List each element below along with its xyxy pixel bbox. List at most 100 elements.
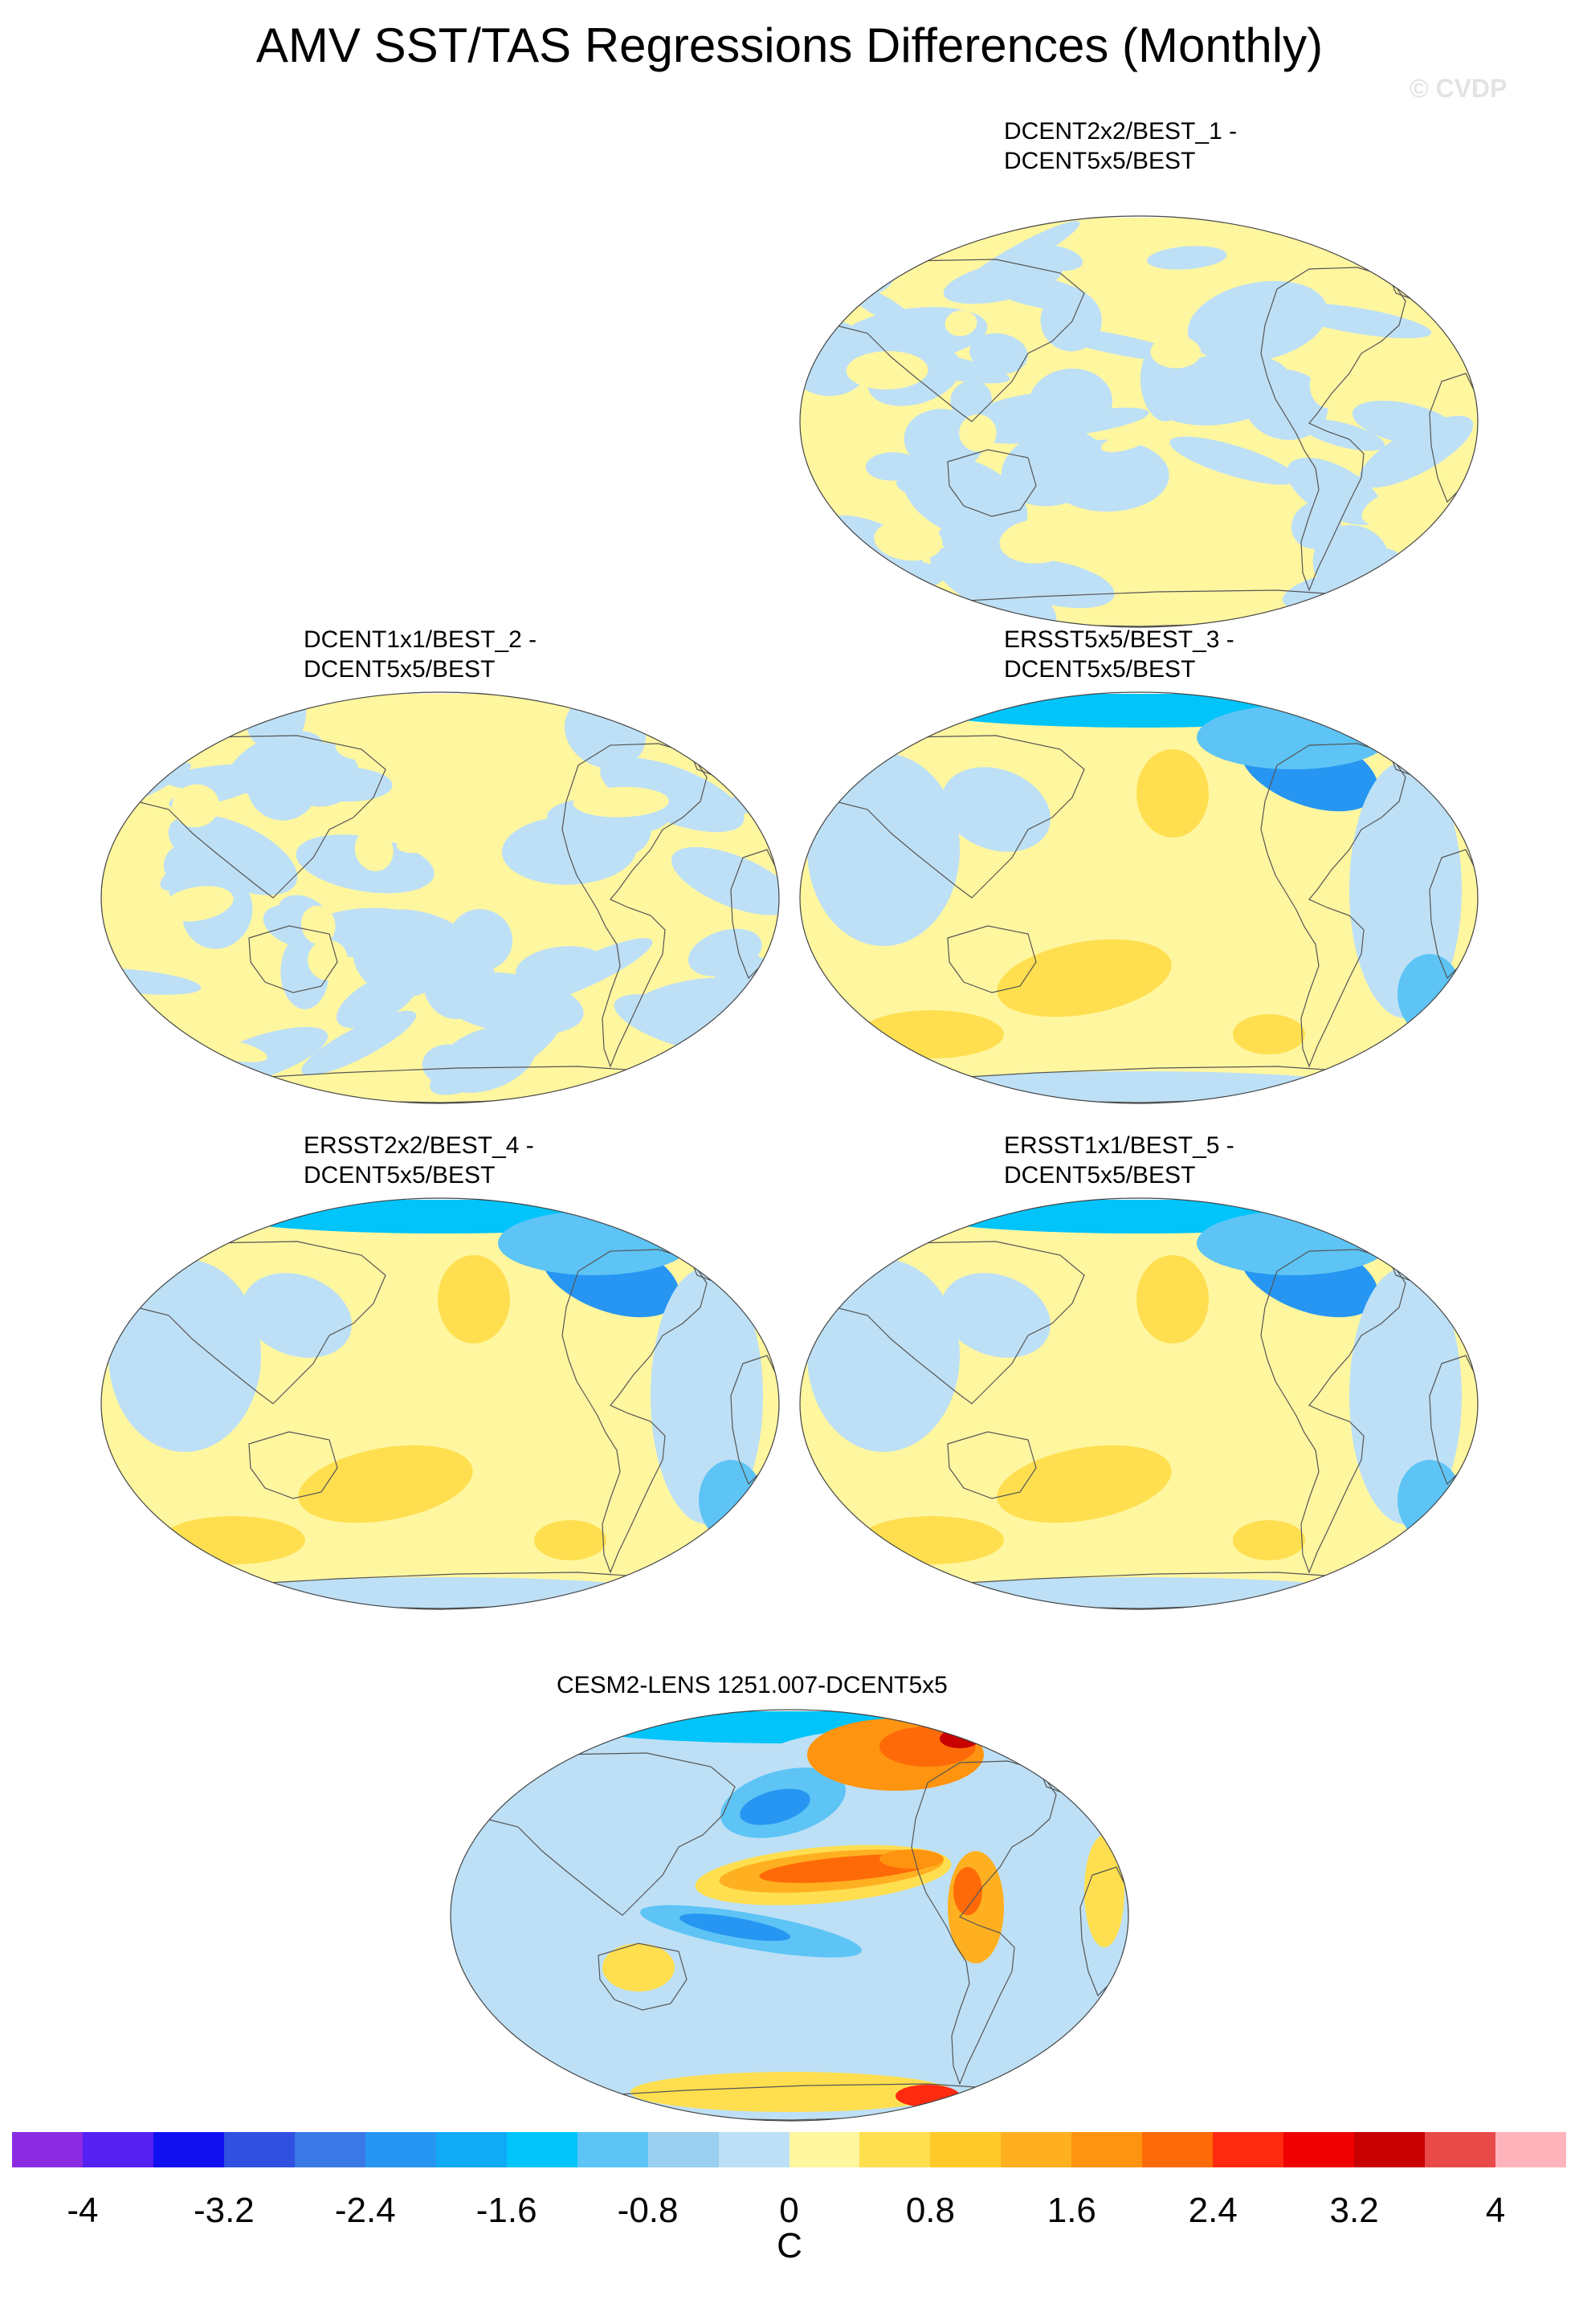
- missing-data-region: [451, 1710, 1128, 1711]
- map-border: [799, 215, 1479, 628]
- south-atlantic-negative-anomaly: [699, 1460, 763, 1540]
- africa-coastline: [1429, 849, 1478, 980]
- colorbar: [12, 2132, 1567, 2167]
- panel-title: DCENT1x1/BEST_2 - DCENT5x5/BEST: [304, 625, 537, 684]
- africa-coastline: [1429, 373, 1478, 504]
- colorbar-box: [1001, 2132, 1072, 2167]
- south-pacific-positive-anomaly: [1233, 1014, 1305, 1054]
- missing-data-region: [800, 692, 1478, 694]
- america-coastline: [1260, 267, 1406, 592]
- colorbar-box: [577, 2132, 649, 2167]
- panel-title-line1: ERSST1x1/BEST_5 -: [1004, 1132, 1234, 1159]
- colorbar-tick-label: 3.2: [1329, 2191, 1379, 2230]
- australia-positive-anomaly: [602, 1943, 675, 1992]
- colorbar-tick-label: -1.6: [475, 2191, 537, 2230]
- colorbar-tick-label: -0.8: [617, 2191, 679, 2230]
- colorbar-tick-label: 4: [1485, 2191, 1506, 2230]
- eurasia-coastline: [102, 1241, 386, 1405]
- atlantic-negative-anomaly: [1349, 1267, 1462, 1524]
- panel-title-line1: ERSST5x5/BEST_3 -: [1004, 626, 1234, 653]
- west-pacific-negative-anomaly: [243, 1273, 352, 1358]
- missing-data-region: [800, 1198, 1478, 1200]
- missing-data-region: [800, 216, 1478, 218]
- positive-anomaly-patch: [308, 940, 349, 981]
- panel-title-line1: ERSST2x2/BEST_4 -: [304, 1132, 534, 1159]
- atlantic-negative-anomaly: [651, 1267, 763, 1524]
- positive-anomaly-patch: [945, 310, 977, 336]
- map-fill: [101, 1198, 779, 1609]
- colorbar-tick-label: 0.8: [905, 2191, 955, 2230]
- positive-anomaly-patch: [300, 905, 336, 945]
- negative-anomaly-patch: [969, 332, 1028, 374]
- map-panel-5: ERSST1x1/BEST_5 - DCENT5x5/BEST: [795, 1131, 1483, 1613]
- america-coastline: [561, 743, 708, 1068]
- south-pacific-positive-anomaly: [1233, 1520, 1305, 1560]
- panel-title: ERSST2x2/BEST_4 - DCENT5x5/BEST: [304, 1131, 534, 1190]
- south-indian-positive-anomaly: [859, 1010, 1004, 1058]
- colorbar-box: [12, 2132, 84, 2167]
- negative-anomaly-patch: [1169, 436, 1297, 485]
- australia-coastline: [598, 1943, 687, 2011]
- negative-anomaly-patch: [938, 524, 1037, 573]
- positive-anomaly-patch: [161, 886, 234, 922]
- colorbar-tick-label: 0: [779, 2191, 799, 2230]
- africa-coastline: [1429, 1355, 1478, 1486]
- south-pacific-positive-anomaly: [997, 1445, 1172, 1523]
- colorbar-box: [1213, 2132, 1284, 2167]
- panel-title-line2: DCENT5x5/BEST: [1004, 148, 1196, 174]
- map-plot: [450, 1709, 1129, 2122]
- north-pacific-positive-anomaly: [438, 1255, 510, 1343]
- map-fill: [800, 216, 1478, 627]
- positive-anomaly-patch: [846, 351, 928, 389]
- map-panel-6: CESM2-LENS 1251.007-DCENT5x5: [446, 1670, 1133, 2122]
- map-border: [100, 1197, 780, 1610]
- south-pacific-positive-anomaly: [534, 1520, 606, 1560]
- colorbar-box: [1425, 2132, 1496, 2167]
- positive-anomaly-patch: [188, 1036, 267, 1062]
- missing-data-region: [101, 692, 779, 694]
- pacific-positive-anomaly: [1044, 793, 1237, 970]
- map-plot: [100, 1197, 780, 1610]
- negative-anomaly-patch: [430, 1015, 561, 1095]
- australia-coastline: [248, 925, 338, 993]
- map-panel-3: ERSST5x5/BEST_3 - DCENT5x5/BEST: [795, 625, 1483, 1107]
- southern-ocean-positive-anomaly: [630, 2072, 952, 2112]
- america-coastline: [1260, 1249, 1406, 1574]
- colorbar-box: [930, 2132, 1002, 2167]
- north-pacific-negative-anomaly: [740, 1788, 810, 1825]
- negative-anomaly-patch: [1187, 280, 1328, 362]
- map-plot: [799, 691, 1479, 1104]
- negative-anomaly-patch: [337, 972, 420, 1029]
- atlantic-negative-anomaly: [1349, 761, 1462, 1018]
- panel-title-line2: DCENT5x5/BEST: [1004, 1162, 1196, 1189]
- negative-anomaly-patch: [896, 470, 986, 502]
- map-border: [100, 691, 780, 1104]
- indian-ocean-negative-anomaly: [807, 1259, 960, 1452]
- positive-anomaly-patch: [999, 519, 1077, 564]
- africa-coastline: [730, 1355, 779, 1486]
- australia-coastline: [248, 1431, 338, 1499]
- map-border: [799, 691, 1479, 1104]
- map-border: [799, 1197, 1479, 1610]
- negative-anomaly-patch: [962, 221, 1080, 288]
- south-pacific-negative-anomaly: [679, 1914, 790, 1941]
- colorbar-box: [789, 2132, 860, 2167]
- panel-title-line2: DCENT5x5/BEST: [304, 1162, 496, 1189]
- colorbar-box: [1283, 2132, 1355, 2167]
- tropical-pacific-positive-anomaly: [879, 1849, 944, 1869]
- indian-ocean-negative-anomaly: [466, 1763, 618, 1971]
- positive-anomaly-patch: [600, 905, 667, 925]
- negative-anomaly-patch: [366, 909, 495, 997]
- map-panel-2: DCENT1x1/BEST_2 - DCENT5x5/BEST: [96, 625, 784, 1107]
- colorbar-box: [1354, 2132, 1426, 2167]
- colorbar-box: [1495, 2132, 1567, 2167]
- negative-anomaly-patch: [160, 839, 255, 891]
- panel-title-line2: DCENT5x5/BEST: [304, 656, 496, 683]
- positive-anomaly-patch: [959, 414, 997, 452]
- west-pacific-negative-anomaly: [941, 1273, 1051, 1358]
- colorbar-box: [365, 2132, 437, 2167]
- eurasia-coastline: [801, 735, 1085, 899]
- indian-ocean-negative-anomaly: [807, 753, 960, 946]
- colorbar-box: [294, 2132, 366, 2167]
- america-coastline: [911, 1760, 1057, 2085]
